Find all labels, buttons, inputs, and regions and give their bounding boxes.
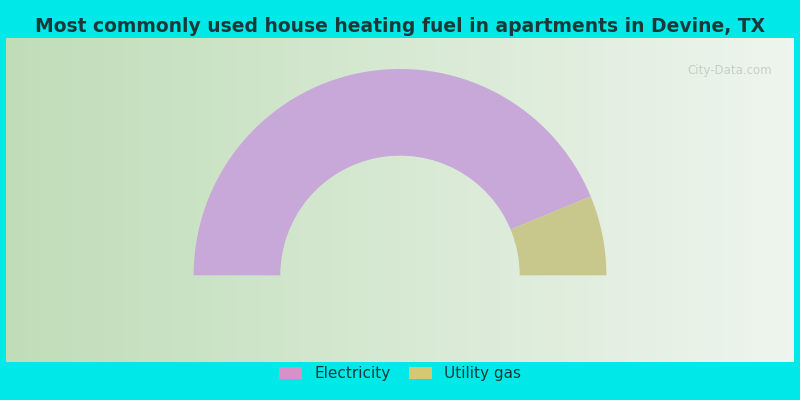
Legend: Electricity, Utility gas: Electricity, Utility gas — [273, 360, 527, 388]
Wedge shape — [194, 69, 590, 275]
Wedge shape — [510, 196, 606, 275]
Text: Most commonly used house heating fuel in apartments in Devine, TX: Most commonly used house heating fuel in… — [35, 17, 765, 36]
Text: City-Data.com: City-Data.com — [687, 64, 772, 77]
